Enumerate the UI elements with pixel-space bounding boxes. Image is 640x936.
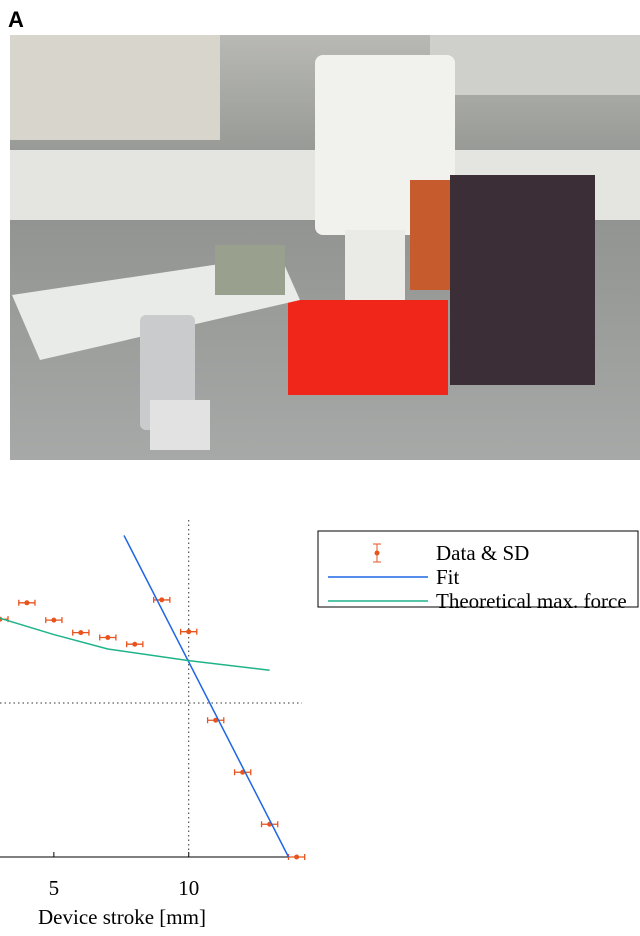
legend-label: Theoretical max. force — [436, 589, 627, 613]
data-point — [294, 855, 299, 860]
panel-label: A — [8, 7, 24, 32]
data-point — [132, 642, 137, 647]
x-tick-label: 5 — [49, 876, 60, 900]
figure: A Device stroke [mm] 5 10 Data & SDFitTheo… — [0, 0, 640, 936]
page: {"panel_label": "A", "chart_data": {"typ… — [0, 0, 640, 936]
data-point — [186, 629, 191, 634]
legend-label: Data & SD — [436, 541, 529, 565]
series-line — [124, 535, 289, 857]
data-point — [159, 597, 164, 602]
data-point — [51, 618, 56, 623]
data-point — [78, 630, 83, 635]
legend-marker — [375, 551, 380, 556]
photo — [10, 35, 640, 460]
x-axis-label: Device stroke [mm] — [38, 905, 206, 929]
x-tick-label: 10 — [178, 876, 199, 900]
legend-label: Fit — [436, 565, 460, 589]
data-point — [24, 600, 29, 605]
data-point — [105, 635, 110, 640]
